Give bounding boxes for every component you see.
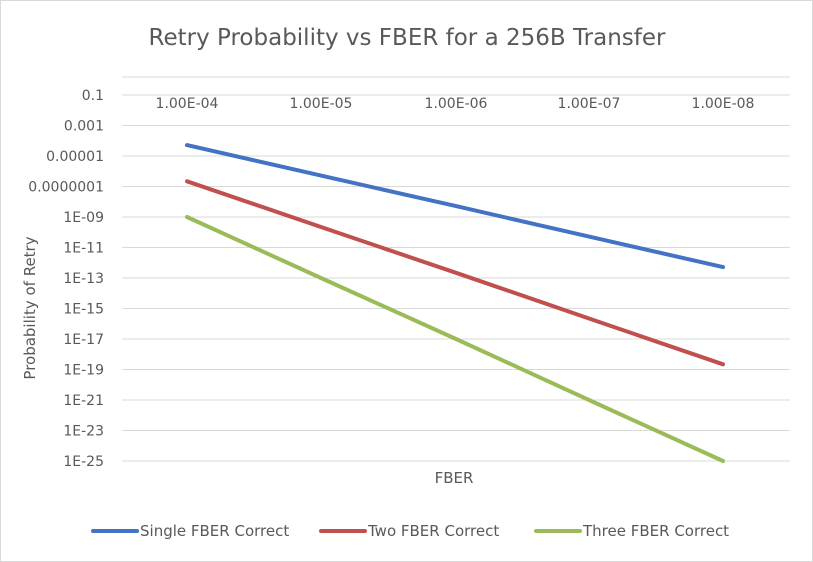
y-axis-ticks: 0.1 0.001 0.00001 0.0000001 1E-09 1E-11 1E-13 1… — [28, 88, 104, 470]
legend-label: Three FBER Correct — [582, 522, 729, 540]
legend-label: Two FBER Correct — [367, 522, 499, 540]
y-tick-label: 1E-25 — [63, 454, 104, 470]
chart-title: Retry Probability vs FBER for a 256B Tra… — [149, 25, 666, 51]
y-tick-label: 0.0000001 — [28, 180, 104, 196]
x-axis-ticks: 1.00E-04 1.00E-05 1.00E-06 1.00E-07 1.00E-08 — [156, 96, 755, 112]
x-axis-label: FBER — [435, 469, 474, 487]
x-tick-label: 1.00E-05 — [290, 96, 353, 112]
series-line-1 — [185, 143, 725, 270]
series-line-2 — [185, 179, 725, 367]
series-line-3 — [185, 215, 725, 463]
y-tick-label: 1E-23 — [63, 424, 104, 440]
y-tick-label: 1E-15 — [63, 302, 104, 318]
y-tick-label: 1E-13 — [63, 271, 104, 287]
y-tick-label: 1E-09 — [63, 210, 104, 226]
y-tick-label: 1E-21 — [63, 393, 104, 409]
x-tick-label: 1.00E-07 — [558, 96, 621, 112]
gridlines — [122, 76, 790, 462]
y-tick-label: 1E-17 — [63, 332, 104, 348]
y-axis-label: Probability of Retry — [21, 236, 39, 379]
x-tick-label: 1.00E-08 — [692, 96, 755, 112]
y-tick-label: 0.00001 — [46, 149, 104, 165]
legend: Single FBER Correct Two FBER Correct Three… — [91, 522, 729, 540]
legend-label: Single FBER Correct — [140, 522, 289, 540]
y-tick-label: 1E-11 — [63, 241, 104, 257]
y-tick-label: 0.1 — [82, 88, 104, 104]
y-tick-label: 1E-19 — [63, 363, 104, 379]
series-lines — [185, 143, 725, 463]
y-tick-label: 0.001 — [64, 119, 104, 135]
x-tick-label: 1.00E-04 — [156, 96, 219, 112]
x-tick-label: 1.00E-06 — [425, 96, 488, 112]
